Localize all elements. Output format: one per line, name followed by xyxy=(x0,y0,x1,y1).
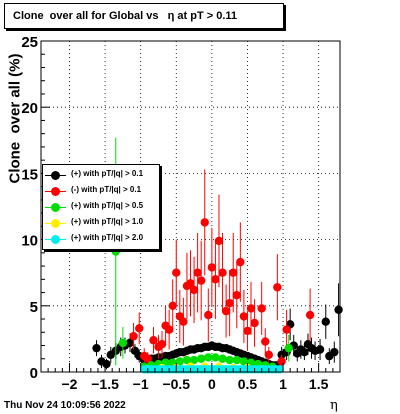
data-point-2-18 xyxy=(200,218,209,227)
data-point-2-38 xyxy=(282,325,291,334)
legend-label-1: (+) with pT/|q| > 0.1 xyxy=(71,169,144,178)
data-point-2-27 xyxy=(232,291,241,300)
data-point-2-15 xyxy=(189,285,199,295)
data-point-1-59 xyxy=(321,317,330,326)
data-point-2-37 xyxy=(277,357,286,366)
x-tick-label-3: −0.5 xyxy=(162,376,190,392)
legend-marker-1 xyxy=(51,171,60,180)
x-tick-label-5: 0.5 xyxy=(238,376,258,392)
data-point-2-16 xyxy=(193,268,202,277)
data-point-2-30 xyxy=(243,326,252,336)
data-point-2-14 xyxy=(186,279,195,288)
series-2 xyxy=(129,169,315,369)
x-tick-label-6: 1 xyxy=(279,376,287,392)
data-point-2-34 xyxy=(261,337,270,346)
x-tick-label-1: −1.5 xyxy=(91,376,119,392)
data-point-2-31 xyxy=(246,304,256,313)
y-tick-label-1: 5 xyxy=(30,299,38,316)
data-point-3-21 xyxy=(284,343,293,353)
data-point-3-12 xyxy=(211,353,220,362)
legend-label-3: (+) with pT/|q| > 0.5 xyxy=(71,201,144,210)
data-point-1-2 xyxy=(102,359,111,369)
legend-entry-2: (-) with pT/|q| > 0.1 xyxy=(43,183,161,199)
x-axis-label: η xyxy=(330,398,338,413)
legend-marker-3 xyxy=(51,203,60,212)
data-point-1-7 xyxy=(125,338,135,348)
data-point-2-1 xyxy=(135,324,144,333)
data-point-2-0 xyxy=(129,332,138,341)
data-point-2-20 xyxy=(207,263,217,272)
data-point-3-13 xyxy=(218,354,227,363)
data-point-2-10 xyxy=(172,268,181,277)
legend-marker-4 xyxy=(51,219,60,228)
data-point-2-8 xyxy=(164,325,174,334)
data-point-1-58 xyxy=(315,345,325,354)
y-tick-label-3: 15 xyxy=(21,166,38,183)
data-point-1-0 xyxy=(92,343,101,353)
data-point-2-6 xyxy=(157,339,167,349)
x-tick-label-4: 0 xyxy=(208,376,216,392)
legend-entry-4: (+) with pT/|q| > 1.0 xyxy=(43,215,161,231)
data-point-2-9 xyxy=(168,301,177,310)
legend-entry-5: (+) with pT/|q| > 2.0 xyxy=(43,231,161,247)
data-point-2-32 xyxy=(250,318,259,328)
legend-entry-1: (+) with pT/|q| > 0.1 xyxy=(43,167,161,183)
y-tick-label-2: 10 xyxy=(21,233,38,250)
data-point-2-35 xyxy=(264,350,274,359)
data-point-2-26 xyxy=(229,268,238,277)
data-point-2-19 xyxy=(204,310,213,320)
data-point-2-17 xyxy=(196,276,206,285)
data-point-3-15 xyxy=(232,355,241,365)
data-point-3-7 xyxy=(175,357,185,366)
data-point-2-4 xyxy=(149,336,158,345)
chart-title: Clone over all for Global vs η at pT > 0… xyxy=(13,10,238,22)
legend-marker-5 xyxy=(51,235,60,244)
data-point-3-8 xyxy=(182,355,192,365)
timestamp: Thu Nov 24 10:09:56 2022 xyxy=(4,400,126,411)
y-axis-label: Clone over all (%) xyxy=(6,53,24,184)
data-point-2-36 xyxy=(273,283,282,292)
data-point-3-11 xyxy=(204,353,213,362)
legend-label-2: (-) with pT/|q| > 0.1 xyxy=(71,185,142,194)
legend: (+) with pT/|q| > 0.1 (-) with pT/|q| > … xyxy=(42,164,160,250)
data-point-2-33 xyxy=(257,304,266,313)
legend-label-4: (+) with pT/|q| > 1.0 xyxy=(71,217,144,226)
x-tick-label-2: −1 xyxy=(133,376,149,392)
y-tick-label-0: 0 xyxy=(30,365,38,382)
data-point-1-61 xyxy=(330,347,339,357)
data-point-5-38 xyxy=(275,365,284,374)
data-point-2-23 xyxy=(218,268,227,277)
data-point-3-9 xyxy=(189,355,199,365)
legend-marker-2 xyxy=(51,187,60,196)
x-tick-label-7: 1.5 xyxy=(309,376,329,392)
data-point-2-25 xyxy=(225,298,234,308)
axes: −2 −1.5 −1 −0.5 0 0.5 1 1.5 0 5 10 15 20 25 xyxy=(21,34,341,392)
data-point-2-12 xyxy=(179,317,188,326)
data-point-2-22 xyxy=(214,236,224,246)
data-point-3-14 xyxy=(225,355,234,365)
x-tick-label-0: −2 xyxy=(61,376,77,392)
legend-label-5: (+) with pT/|q| > 2.0 xyxy=(71,233,144,242)
legend-entry-3: (+) with pT/|q| > 0.5 xyxy=(43,199,161,215)
data-point-1-62 xyxy=(334,305,343,314)
data-point-1-54 xyxy=(300,347,309,357)
data-point-3-10 xyxy=(196,354,206,363)
data-point-2-28 xyxy=(236,257,245,267)
y-tick-label-5: 25 xyxy=(21,34,38,51)
data-point-2-39 xyxy=(305,310,315,320)
data-point-2-21 xyxy=(211,275,220,284)
data-point-3-1 xyxy=(118,338,128,348)
data-point-2-3 xyxy=(143,354,152,363)
data-point-2-29 xyxy=(239,312,249,321)
chart-title-box: Clone over all for Global vs η at pT > 0… xyxy=(4,3,284,29)
data-point-3-16 xyxy=(239,357,249,366)
y-tick-label-4: 20 xyxy=(21,100,38,117)
data-point-2-24 xyxy=(221,306,231,316)
data-series xyxy=(92,137,343,374)
